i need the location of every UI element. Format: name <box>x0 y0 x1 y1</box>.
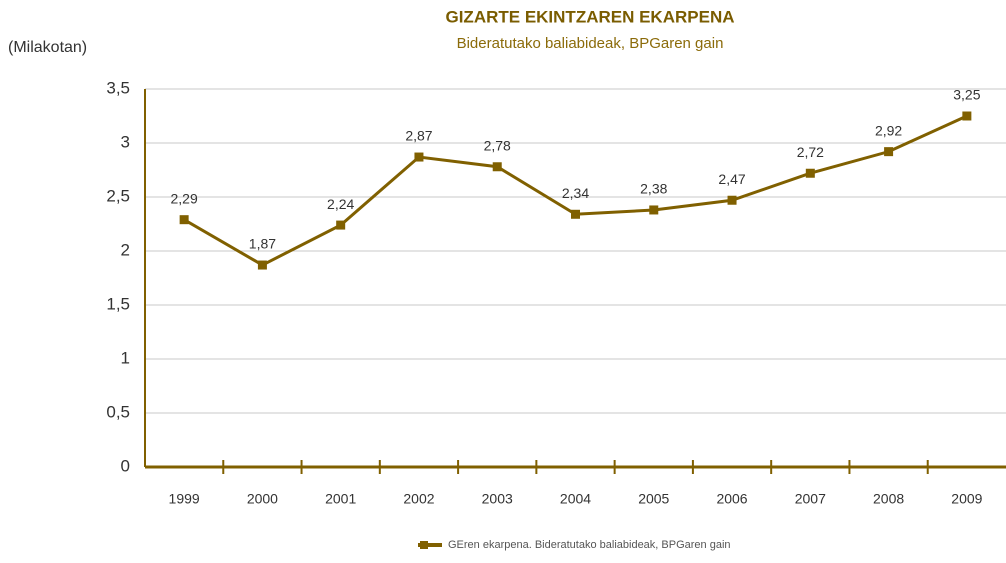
data-point <box>962 111 972 121</box>
data-label: 2,34 <box>562 185 589 201</box>
data-label: 3,25 <box>953 87 980 103</box>
data-point <box>884 147 894 157</box>
data-label: 1,87 <box>249 236 276 252</box>
data-point <box>649 205 659 215</box>
y-tick-label: 0,5 <box>106 402 130 421</box>
x-tick-label: 2008 <box>873 491 904 507</box>
y-tick-label: 0 <box>121 456 130 475</box>
data-point <box>727 195 737 205</box>
data-point <box>571 209 580 219</box>
data-label: 2,47 <box>718 171 745 187</box>
chart-subtitle: Bideratutako baliabideak, BPGaren gain <box>457 35 724 52</box>
data-point <box>336 220 346 230</box>
x-tick-label: 1999 <box>169 491 200 507</box>
legend-swatch-marker <box>420 541 428 549</box>
x-tick-label: 2009 <box>951 491 982 507</box>
x-tick-label: 2004 <box>560 491 591 507</box>
x-tick-label: 2006 <box>716 491 747 507</box>
y-tick-label: 1 <box>121 348 130 367</box>
x-tick-label: 2005 <box>638 491 669 507</box>
y-axis-label: (Milakotan) <box>8 39 87 56</box>
data-label: 2,24 <box>327 196 354 212</box>
data-label: 2,29 <box>171 190 198 206</box>
x-tick-label: 2003 <box>482 491 513 507</box>
data-point <box>257 260 267 270</box>
x-tick-label: 2002 <box>403 491 434 507</box>
chart-title: GIZARTE EKINTZAREN EKARPENA <box>445 7 734 26</box>
x-tick-label: 2001 <box>325 491 356 507</box>
y-tick-label: 3 <box>121 132 130 151</box>
y-tick-label: 2,5 <box>106 186 130 205</box>
y-tick-label: 1,5 <box>106 294 130 313</box>
data-point <box>414 152 424 162</box>
data-label: 2,38 <box>640 181 667 197</box>
x-tick-label: 2000 <box>247 491 278 507</box>
y-tick-label: 3,5 <box>106 78 130 97</box>
data-label: 2,72 <box>797 144 824 160</box>
y-tick-label: 2 <box>121 240 130 259</box>
legend-label: GEren ekarpena. Bideratutako baliabideak… <box>448 539 731 551</box>
data-point <box>179 215 189 225</box>
x-tick-label: 2007 <box>795 491 826 507</box>
data-point <box>492 162 502 172</box>
data-label: 2,92 <box>875 122 902 138</box>
data-label: 2,87 <box>405 128 432 144</box>
data-label: 2,78 <box>484 137 511 153</box>
data-point <box>805 168 815 178</box>
